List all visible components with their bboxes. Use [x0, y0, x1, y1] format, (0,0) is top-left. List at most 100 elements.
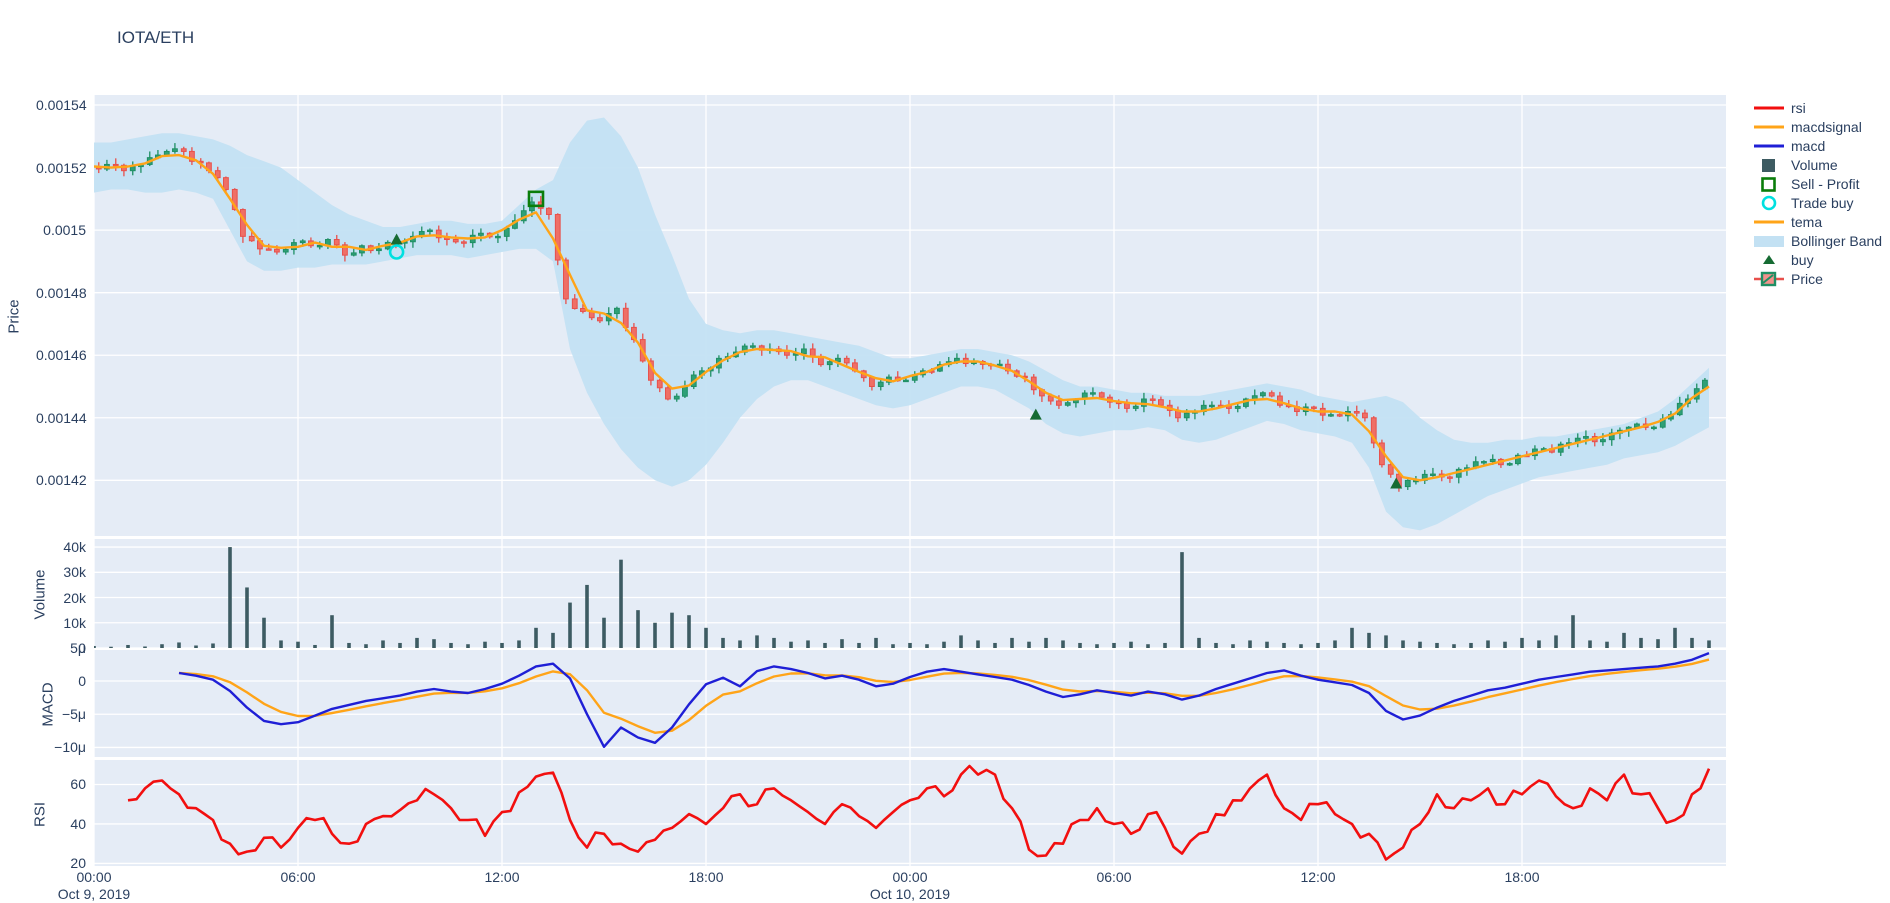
volume-bar: [1299, 644, 1303, 648]
candle-body: [877, 381, 884, 387]
volume-bar: [721, 637, 725, 648]
line-icon: [1752, 118, 1786, 136]
candle-body: [597, 317, 603, 322]
candle-body: [1158, 399, 1164, 406]
candle-body: [1447, 476, 1453, 479]
volume-bar: [1129, 641, 1133, 648]
volume-bar: [789, 641, 793, 648]
price-plot[interactable]: [94, 95, 1726, 536]
x-date-label: Oct 9, 2019: [57, 886, 131, 902]
candle-body: [299, 240, 306, 244]
volume-bar: [1248, 640, 1252, 648]
rsi-panel[interactable]: [94, 760, 1726, 866]
candle-icon: [1752, 270, 1786, 288]
volume-bar: [976, 640, 980, 648]
volume-bar: [466, 644, 470, 648]
volume-tick-label: 30k: [63, 564, 86, 581]
legend-item-tema[interactable]: tema: [1752, 212, 1888, 231]
volume-bar: [126, 644, 130, 648]
legend-item-trade-buy[interactable]: Trade buy: [1752, 193, 1888, 212]
legend-label: Bollinger Band: [1791, 232, 1883, 249]
volume-bar: [1435, 642, 1439, 648]
candle-body: [1183, 412, 1190, 419]
candle-body: [784, 351, 790, 356]
candle-body: [614, 307, 620, 315]
volume-bar: [279, 640, 283, 648]
candle-body: [478, 232, 484, 236]
volume-bar: [211, 643, 215, 648]
macd-panel[interactable]: [94, 650, 1726, 757]
candle-body: [622, 307, 629, 328]
legend-item-macd[interactable]: macd: [1752, 136, 1888, 155]
volume-bar: [1367, 632, 1371, 648]
candle-body: [1132, 405, 1139, 409]
volume-plot[interactable]: [94, 539, 1726, 648]
legend-label: Price: [1791, 270, 1823, 287]
legend-item-rsi[interactable]: rsi: [1752, 98, 1888, 117]
candle-body: [996, 363, 1003, 367]
macd-plot[interactable]: [94, 650, 1726, 757]
volume-bar: [1112, 642, 1116, 648]
price-tick-label: 0.00148: [36, 284, 87, 301]
volume-bar: [704, 627, 708, 648]
volume-tick-label: 40k: [63, 539, 86, 556]
trade-buy-marker[interactable]: [388, 244, 405, 260]
volume-bar: [109, 646, 113, 648]
legend-label: buy: [1791, 251, 1814, 268]
triangle-icon: [1752, 251, 1786, 269]
candle-body: [1268, 392, 1275, 397]
candle-body: [461, 241, 467, 244]
line-icon: [1752, 213, 1786, 231]
volume-bar: [585, 584, 589, 648]
candle-body: [376, 248, 382, 252]
bollinger-band: [94, 117, 1709, 531]
macd-tick-label: 0: [78, 673, 86, 690]
candle-body: [452, 238, 459, 243]
buy-marker[interactable]: [390, 233, 403, 245]
volume-bar: [1231, 644, 1235, 648]
candle-body: [1260, 392, 1266, 397]
volume-bar: [1690, 637, 1694, 648]
x-tick-label: 06:00: [1096, 869, 1132, 885]
legend-item-buy[interactable]: buy: [1752, 250, 1888, 269]
price-tick-label: 0.00144: [36, 409, 87, 426]
volume-bar: [1452, 644, 1456, 648]
legend-item-price[interactable]: Price: [1752, 269, 1888, 288]
candle-body: [1353, 411, 1360, 414]
sell-profit-marker[interactable]: [527, 190, 545, 208]
legend-item-bollinger-band[interactable]: Bollinger Band: [1752, 231, 1888, 250]
volume-bar: [1180, 552, 1184, 648]
volume-bar: [551, 632, 555, 648]
volume-bar: [1027, 641, 1031, 648]
legend-label: rsi: [1791, 99, 1806, 116]
candle-body: [231, 188, 238, 211]
price-panel[interactable]: [94, 95, 1726, 536]
x-date-label: Oct 10, 2019: [869, 886, 951, 902]
rsi-plot[interactable]: [94, 760, 1726, 866]
candle-body: [1430, 473, 1436, 476]
volume-bar: [1656, 639, 1660, 648]
volume-bar: [619, 559, 623, 648]
legend-item-macdsignal[interactable]: macdsignal: [1752, 117, 1888, 136]
volume-bar: [993, 642, 997, 648]
volume-bar: [194, 645, 198, 648]
volume-panel[interactable]: [94, 539, 1726, 648]
volume-bar: [925, 644, 929, 648]
x-tick-label: 06:00: [280, 869, 316, 885]
candle-body: [265, 248, 272, 251]
volume-bar: [1316, 642, 1320, 648]
legend-item-sell-profit[interactable]: Sell - Profit: [1752, 174, 1888, 193]
candle-body: [1404, 479, 1411, 488]
volume-bar: [1061, 640, 1065, 648]
volume-bar: [483, 641, 487, 648]
volume-bar: [1520, 637, 1524, 648]
volume-bar: [1401, 640, 1405, 648]
volume-bar: [1095, 644, 1099, 648]
buy-marker[interactable]: [1029, 408, 1042, 420]
candle-body: [546, 207, 552, 215]
legend-item-volume[interactable]: Volume: [1752, 155, 1888, 174]
volume-bar: [381, 640, 385, 648]
volume-bar: [534, 627, 538, 648]
volume-bar: [1384, 635, 1388, 648]
buy-marker[interactable]: [1390, 477, 1403, 489]
